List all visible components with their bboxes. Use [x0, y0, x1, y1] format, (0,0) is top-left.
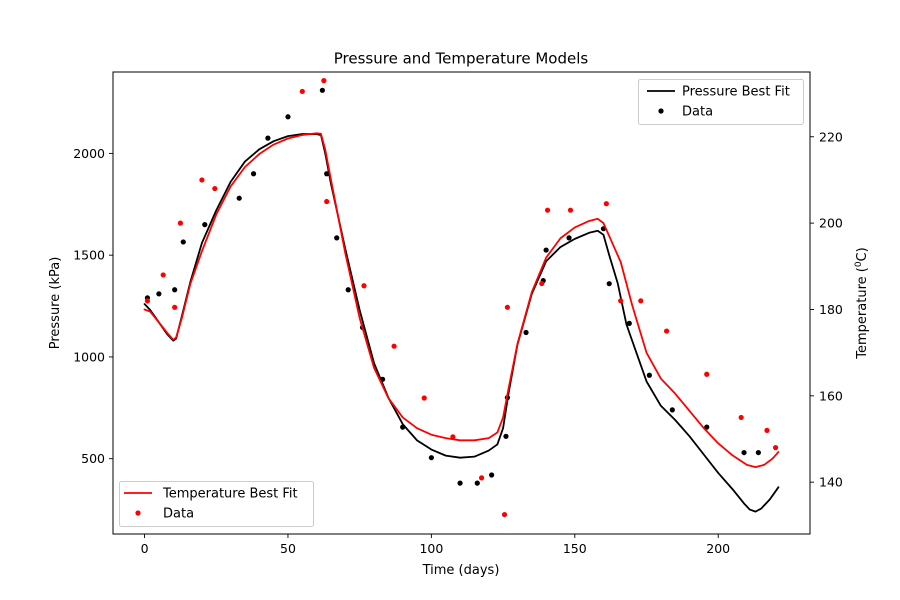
data-right-point: [539, 280, 545, 287]
data-right-point: [391, 343, 397, 349]
data-left-point: [285, 114, 291, 120]
legend-pressure-data-label: Data: [682, 105, 713, 120]
data-right-point: [321, 78, 327, 84]
data-left-point: [345, 287, 351, 293]
data-left-point: [400, 424, 406, 430]
right-y-axis-ticks: 140 160 180 200 220: [810, 129, 843, 490]
data-right-point: [544, 207, 551, 213]
x-tick-label: 200: [706, 541, 730, 556]
data-right-point: [199, 177, 205, 183]
x-tick-label: 150: [563, 541, 587, 556]
data-right-point: [212, 185, 218, 192]
data-right-point: [603, 201, 609, 207]
x-tick-label: 0: [141, 541, 149, 556]
data-right-point: [478, 475, 485, 481]
right-y-tick-label: 220: [819, 129, 843, 144]
data-right-point: [567, 207, 574, 213]
data-right-point: [738, 414, 744, 421]
data-left-point: [669, 407, 675, 413]
x-axis-ticks: 0 50 100 150 200: [141, 534, 730, 556]
x-tick-label: 50: [280, 541, 296, 556]
data-right-point: [172, 304, 178, 310]
data-left-point: [606, 281, 612, 287]
data-left-point: [380, 376, 386, 382]
data-left-point: [503, 433, 509, 439]
left-y-tick-label: 500: [81, 451, 105, 466]
data-left-point: [334, 235, 340, 241]
data-right-point: [704, 371, 710, 377]
data-left-point: [250, 171, 257, 177]
pressure-best-fit-left-line: [143, 133, 780, 513]
legend-pressure-line-label: Pressure Best Fit: [682, 85, 790, 100]
data-left-point: [457, 480, 463, 486]
temperature-best-fit-right-line: [143, 132, 780, 468]
left-y-axis-label: Pressure (kPa): [48, 257, 63, 350]
right-y-axis-label-superscript: 0: [854, 261, 864, 267]
data-left-point: [172, 287, 178, 293]
data-right-point: [618, 298, 624, 304]
data-right-point: [421, 395, 427, 401]
data-left-point: [543, 247, 549, 253]
data-right-point: [160, 272, 166, 278]
left-y-tick-label: 1500: [73, 248, 105, 263]
data-left-point: [741, 449, 747, 456]
data-right-point: [177, 220, 184, 226]
right-y-tick-label: 200: [819, 216, 843, 231]
legend-pressure-data-swatch: [658, 108, 664, 114]
right-y-axis-label: Temperature (0C): [854, 247, 870, 359]
chart-title: Pressure and Temperature Models: [334, 50, 589, 68]
data-left-point: [324, 171, 330, 177]
data-right-point: [504, 304, 510, 310]
data-right-point: [299, 88, 305, 95]
data-right-point: [663, 328, 670, 334]
data-right-point: [638, 298, 644, 304]
data-left-point: [566, 235, 572, 241]
data-left-point: [704, 424, 710, 430]
data-right-point: [361, 283, 367, 289]
data-left-point: [489, 472, 495, 478]
x-tick-label: 100: [419, 541, 443, 556]
data-left-point: [236, 195, 242, 201]
data-left-point: [180, 239, 186, 245]
right-y-tick-label: 140: [819, 475, 843, 490]
data-right-point: [450, 434, 456, 440]
legend-temperature-line-label: Temperature Best Fit: [162, 487, 298, 502]
left-y-tick-label: 1000: [73, 349, 105, 364]
data-left-point: [474, 480, 480, 486]
left-y-axis-ticks: 500 1000 1500 2000: [73, 146, 113, 466]
data-left-point: [646, 372, 652, 378]
data-left-point: [626, 320, 632, 326]
data-left-point: [156, 291, 162, 297]
plot-frame: [112, 71, 811, 535]
data-left-point: [319, 87, 325, 93]
data-left-point: [202, 222, 208, 228]
right-y-tick-label: 160: [819, 388, 843, 403]
legend-temperature-data-swatch: [135, 510, 141, 516]
data-right-point: [772, 445, 779, 451]
data-right-point: [764, 427, 770, 433]
data-layer: [143, 78, 780, 518]
x-axis-label: Time (days): [422, 563, 500, 578]
legend-pressure-frame: [638, 79, 804, 125]
left-y-tick-label: 2000: [73, 146, 105, 161]
legend-pressure: Pressure Best Fit Data: [638, 79, 804, 125]
data-left-point: [265, 135, 271, 141]
right-y-tick-label: 180: [819, 302, 843, 317]
data-right-point: [501, 511, 508, 518]
data-left-point: [755, 449, 761, 456]
data-left-point: [428, 455, 434, 461]
legend-temperature-frame: [119, 481, 314, 527]
data-right-point: [144, 298, 151, 304]
data-right-point: [324, 198, 330, 205]
legend-temperature: Temperature Best Fit Data: [119, 481, 314, 527]
legend-temperature-data-label: Data: [163, 507, 194, 522]
data-left-point: [523, 329, 529, 336]
